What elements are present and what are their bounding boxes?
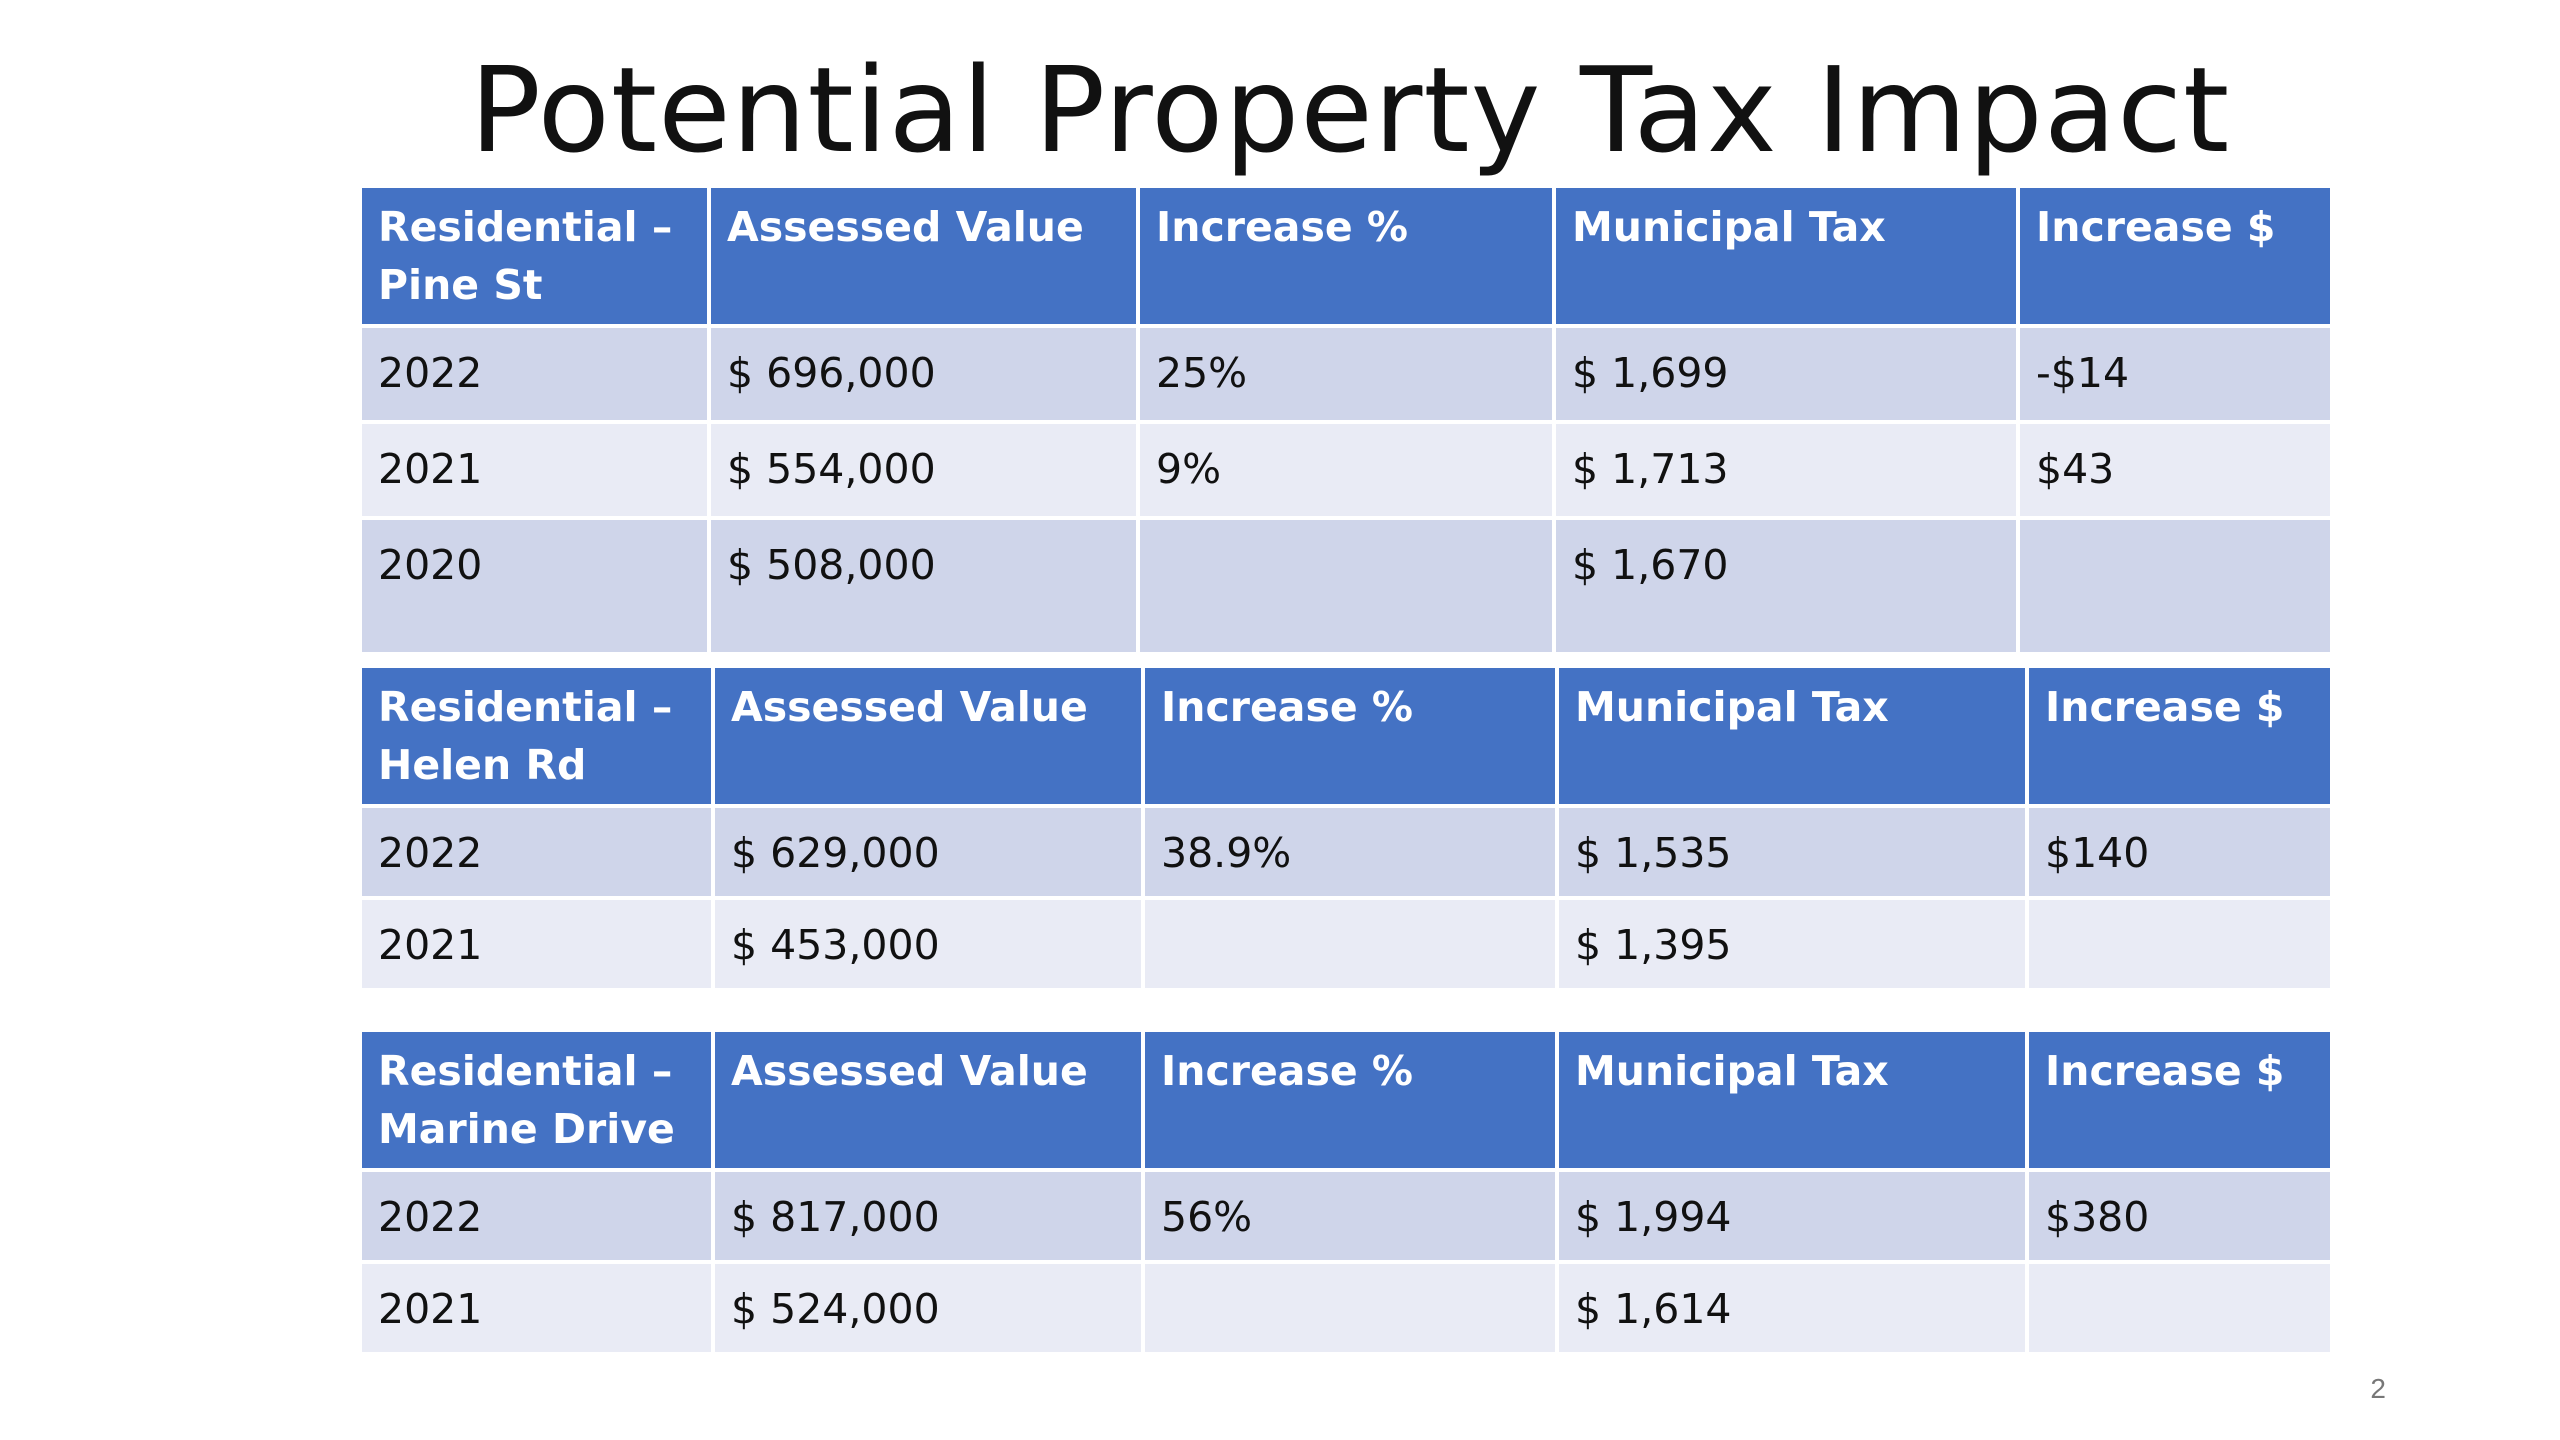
cell-municipal-tax: $ 1,670 bbox=[1556, 520, 2016, 652]
cell-increase-percent: 25% bbox=[1140, 328, 1552, 420]
cell-assessed-value: $ 817,000 bbox=[715, 1172, 1141, 1260]
cell-assessed-value: $ 508,000 bbox=[711, 520, 1136, 652]
table-header-row: Residential – Pine St Assessed Value Inc… bbox=[362, 188, 2330, 324]
tax-table-marine-drive: Residential – Marine Drive Assessed Valu… bbox=[358, 1028, 2334, 1356]
table-row: 2022 $ 629,000 38.9% $ 1,535 $140 bbox=[362, 808, 2330, 896]
table-row: 2020 $ 508,000 $ 1,670 bbox=[362, 520, 2330, 652]
cell-increase-percent: 38.9% bbox=[1145, 808, 1555, 896]
tax-table-helen-rd: Residential – Helen Rd Assessed Value In… bbox=[358, 664, 2334, 992]
cell-increase-percent bbox=[1145, 900, 1555, 988]
tax-table-pine-st: Residential – Pine St Assessed Value Inc… bbox=[358, 184, 2334, 656]
cell-increase-percent bbox=[1145, 1264, 1555, 1352]
cell-year: 2021 bbox=[362, 900, 711, 988]
header-property: Residential – Pine St bbox=[362, 188, 707, 324]
cell-assessed-value: $ 453,000 bbox=[715, 900, 1141, 988]
header-increase-dollar: Increase $ bbox=[2029, 1032, 2330, 1168]
cell-municipal-tax: $ 1,614 bbox=[1559, 1264, 2025, 1352]
table-row: 2022 $ 817,000 56% $ 1,994 $380 bbox=[362, 1172, 2330, 1260]
cell-municipal-tax: $ 1,395 bbox=[1559, 900, 2025, 988]
header-increase-percent: Increase % bbox=[1145, 1032, 1555, 1168]
slide-title: Potential Property Tax Impact bbox=[469, 41, 2231, 179]
header-assessed-value: Assessed Value bbox=[711, 188, 1136, 324]
header-municipal-tax: Municipal Tax bbox=[1559, 1032, 2025, 1168]
header-property: Residential – Helen Rd bbox=[362, 668, 711, 804]
cell-municipal-tax: $ 1,535 bbox=[1559, 808, 2025, 896]
cell-increase-percent bbox=[1140, 520, 1552, 652]
cell-increase-dollar bbox=[2020, 520, 2330, 652]
page-number: 2 bbox=[2370, 1373, 2386, 1404]
table-row: 2021 $ 554,000 9% $ 1,713 $43 bbox=[362, 424, 2330, 516]
table-header-row: Residential – Marine Drive Assessed Valu… bbox=[362, 1032, 2330, 1168]
cell-assessed-value: $ 629,000 bbox=[715, 808, 1141, 896]
cell-increase-dollar: $380 bbox=[2029, 1172, 2330, 1260]
table-header-row: Residential – Helen Rd Assessed Value In… bbox=[362, 668, 2330, 804]
header-property: Residential – Marine Drive bbox=[362, 1032, 711, 1168]
table-row: 2022 $ 696,000 25% $ 1,699 -$14 bbox=[362, 328, 2330, 420]
cell-municipal-tax: $ 1,994 bbox=[1559, 1172, 2025, 1260]
header-increase-dollar: Increase $ bbox=[2020, 188, 2330, 324]
cell-year: 2021 bbox=[362, 424, 707, 516]
cell-increase-percent: 9% bbox=[1140, 424, 1552, 516]
header-increase-percent: Increase % bbox=[1140, 188, 1552, 324]
cell-assessed-value: $ 554,000 bbox=[711, 424, 1136, 516]
header-municipal-tax: Municipal Tax bbox=[1556, 188, 2016, 324]
cell-increase-dollar bbox=[2029, 900, 2330, 988]
cell-assessed-value: $ 524,000 bbox=[715, 1264, 1141, 1352]
cell-increase-dollar: -$14 bbox=[2020, 328, 2330, 420]
cell-assessed-value: $ 696,000 bbox=[711, 328, 1136, 420]
cell-municipal-tax: $ 1,713 bbox=[1556, 424, 2016, 516]
cell-municipal-tax: $ 1,699 bbox=[1556, 328, 2016, 420]
table-row: 2021 $ 524,000 $ 1,614 bbox=[362, 1264, 2330, 1352]
cell-year: 2020 bbox=[362, 520, 707, 652]
header-municipal-tax: Municipal Tax bbox=[1559, 668, 2025, 804]
cell-increase-percent: 56% bbox=[1145, 1172, 1555, 1260]
cell-year: 2021 bbox=[362, 1264, 711, 1352]
cell-increase-dollar: $43 bbox=[2020, 424, 2330, 516]
cell-increase-dollar: $140 bbox=[2029, 808, 2330, 896]
cell-year: 2022 bbox=[362, 808, 711, 896]
header-increase-percent: Increase % bbox=[1145, 668, 1555, 804]
cell-increase-dollar bbox=[2029, 1264, 2330, 1352]
table-row: 2021 $ 453,000 $ 1,395 bbox=[362, 900, 2330, 988]
header-assessed-value: Assessed Value bbox=[715, 1032, 1141, 1168]
cell-year: 2022 bbox=[362, 1172, 711, 1260]
header-increase-dollar: Increase $ bbox=[2029, 668, 2330, 804]
cell-year: 2022 bbox=[362, 328, 707, 420]
header-assessed-value: Assessed Value bbox=[715, 668, 1141, 804]
